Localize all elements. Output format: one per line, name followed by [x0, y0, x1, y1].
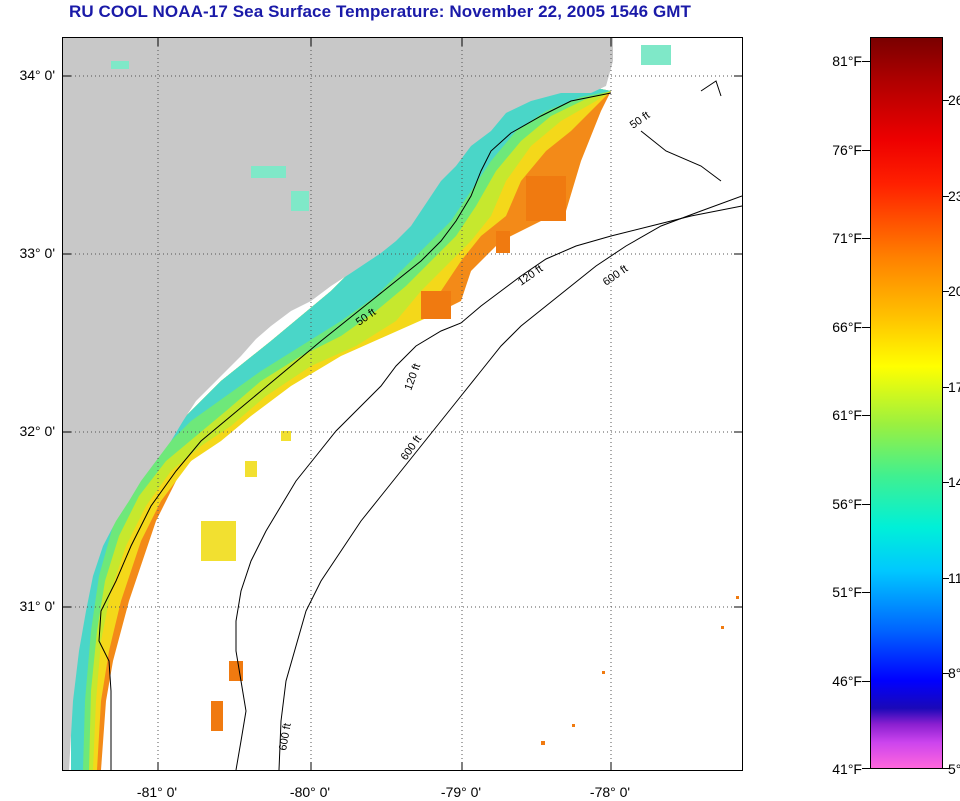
land-area: [63, 38, 613, 770]
lat-label-32: 32° 0': [19, 423, 55, 439]
lon-label-80: -80° 0': [289, 784, 331, 800]
map-canvas: 50 ft 50 ft 120 ft 120 ft 600 ft 600 ft …: [63, 38, 742, 770]
lat-label-33: 33° 0': [19, 245, 55, 261]
cb-tick: [862, 238, 870, 239]
cb-tick: [862, 327, 870, 328]
lon-label-78: -78° 0': [589, 784, 631, 800]
cb-tick: [943, 100, 949, 101]
cb-tick: [862, 681, 870, 682]
frame-ticks: [63, 38, 742, 770]
cb-tick: [943, 768, 949, 769]
bathymetry-contours: [98, 80, 742, 770]
colorbar-f-label: 56°F: [832, 496, 862, 512]
colorbar-c-label: 11°C: [948, 570, 960, 586]
colorbar-c-label: 23°C: [948, 188, 960, 204]
colorbar-f-label: 46°F: [832, 673, 862, 689]
cb-tick: [862, 592, 870, 593]
lon-label-79: -79° 0': [440, 784, 482, 800]
colorbar-f-label: 51°F: [832, 584, 862, 600]
colorbar-f-label: 61°F: [832, 407, 862, 423]
colorbar-f-label: 41°F: [832, 761, 862, 777]
colorbar-c-label: 8°C: [948, 665, 960, 681]
colorbar-c-label: 17°C: [948, 379, 960, 395]
temperature-colorbar: [870, 37, 943, 769]
cb-tick: [862, 768, 870, 769]
colorbar-f-label: 76°F: [832, 142, 862, 158]
cb-tick: [943, 387, 949, 388]
colorbar-f-label: 66°F: [832, 319, 862, 335]
lat-label-31: 31° 0': [19, 598, 55, 614]
cb-tick: [862, 150, 870, 151]
cb-tick: [943, 291, 949, 292]
cb-tick: [862, 504, 870, 505]
cb-tick: [943, 482, 949, 483]
colorbar-f-label: 81°F: [832, 53, 862, 69]
colorbar-c-label: 26°C: [948, 92, 960, 108]
lat-label-34: 34° 0': [19, 67, 55, 83]
map-title: RU COOL NOAA-17 Sea Surface Temperature:…: [68, 2, 692, 21]
cb-tick: [862, 415, 870, 416]
colorbar-c-label: 20°C: [948, 283, 960, 299]
cb-tick: [943, 196, 949, 197]
inland-water: [111, 45, 671, 211]
cb-tick: [943, 578, 949, 579]
contour-label-600: 600 ft: [277, 722, 294, 751]
sst-map[interactable]: 50 ft 50 ft 120 ft 120 ft 600 ft 600 ft …: [62, 37, 743, 771]
sst-band-orange: [71, 81, 611, 770]
lon-label-81: -81° 0': [136, 784, 178, 800]
sst-scatter: [211, 176, 739, 745]
cb-tick: [943, 673, 949, 674]
sst-scatter-yellow: [201, 431, 291, 561]
cb-tick: [862, 61, 870, 62]
colorbar-c-label: 5°C: [948, 761, 960, 777]
colorbar-f-label: 71°F: [832, 230, 862, 246]
colorbar-c-label: 14°C: [948, 474, 960, 490]
